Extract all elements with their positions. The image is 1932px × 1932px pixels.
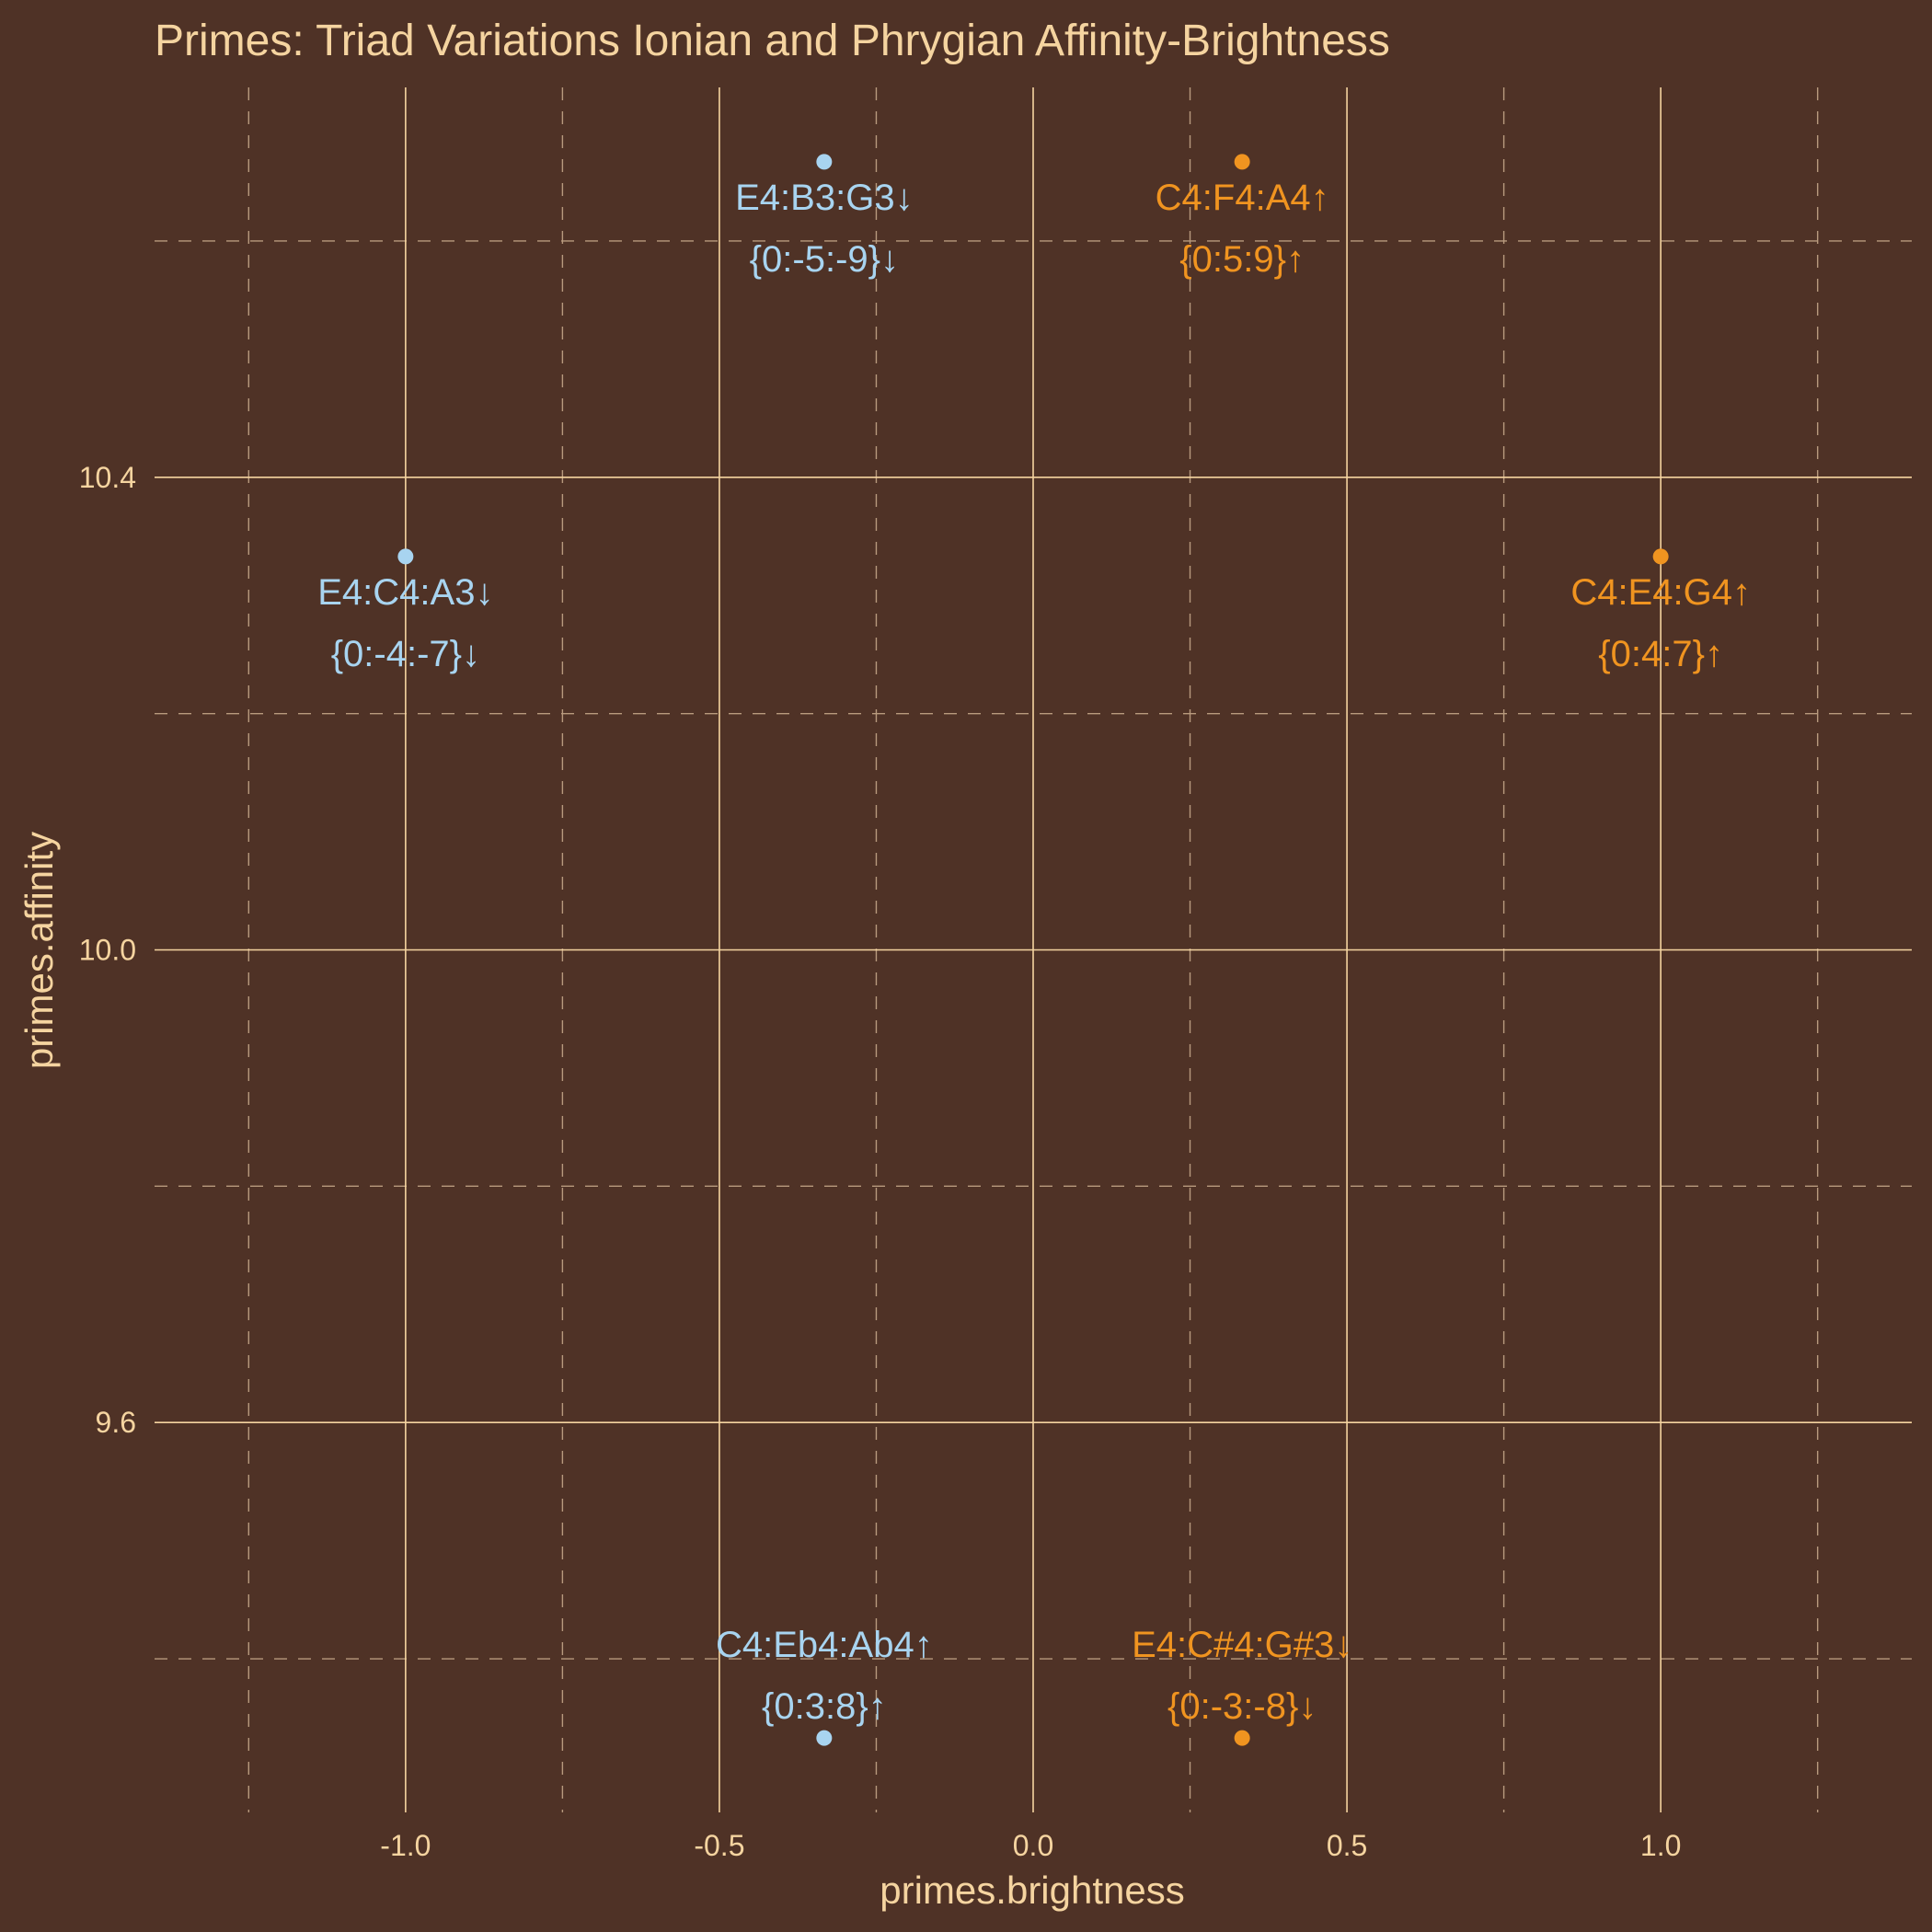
point-label-intervals: {0:5:9}↑ xyxy=(1179,239,1305,280)
x-tick-labels: -1.0 -0.5 0.0 0.5 1.0 xyxy=(380,1829,1681,1862)
point-label-intervals: {0:-5:-9}↓ xyxy=(750,239,899,280)
point-labels: E4:B3:G3↓ {0:-5:-9}↓ E4:C4:A3↓ {0:-4:-7}↓ C4… xyxy=(317,178,1751,1727)
point-label-intervals: {0:-3:-8}↓ xyxy=(1167,1686,1317,1727)
point-label-notes: C4:E4:G4↑ xyxy=(1570,572,1751,613)
y-tick-label: 10.0 xyxy=(79,934,136,967)
x-tick-label: -0.5 xyxy=(694,1829,744,1862)
y-tick-label: 10.4 xyxy=(79,461,136,494)
data-point xyxy=(397,548,414,565)
point-label-notes: C4:Eb4:Ab4↑ xyxy=(716,1625,933,1665)
data-point xyxy=(816,154,833,170)
x-tick-label: 1.0 xyxy=(1640,1829,1681,1862)
x-tick-label: 0.5 xyxy=(1327,1829,1367,1862)
x-tick-label: 0.0 xyxy=(1013,1829,1053,1862)
chart-title: Primes: Triad Variations Ionian and Phry… xyxy=(155,17,1390,65)
point-label-intervals: {0:-4:-7}↓ xyxy=(331,634,480,674)
data-point xyxy=(1234,1730,1250,1746)
y-axis-title: primes.affinity xyxy=(17,832,61,1069)
point-label-intervals: {0:4:7}↑ xyxy=(1598,634,1723,674)
point-label-notes: C4:F4:A4↑ xyxy=(1156,178,1329,218)
point-label-notes: E4:C#4:G#3↓ xyxy=(1132,1625,1352,1665)
point-label-notes: E4:B3:G3↓ xyxy=(735,178,913,218)
data-point xyxy=(1652,548,1669,565)
x-tick-label: -1.0 xyxy=(380,1829,431,1862)
data-point xyxy=(1234,154,1250,170)
data-points xyxy=(397,154,1669,1746)
point-label-notes: E4:C4:A3↓ xyxy=(317,572,493,613)
point-label-intervals: {0:3:8}↑ xyxy=(762,1686,887,1727)
y-tick-labels: 9.6 10.0 10.4 xyxy=(79,461,136,1439)
y-tick-label: 9.6 xyxy=(96,1406,136,1439)
data-point xyxy=(816,1730,833,1746)
grid-lines xyxy=(155,87,1912,1812)
x-axis-title: primes.brightness xyxy=(880,1869,1184,1912)
